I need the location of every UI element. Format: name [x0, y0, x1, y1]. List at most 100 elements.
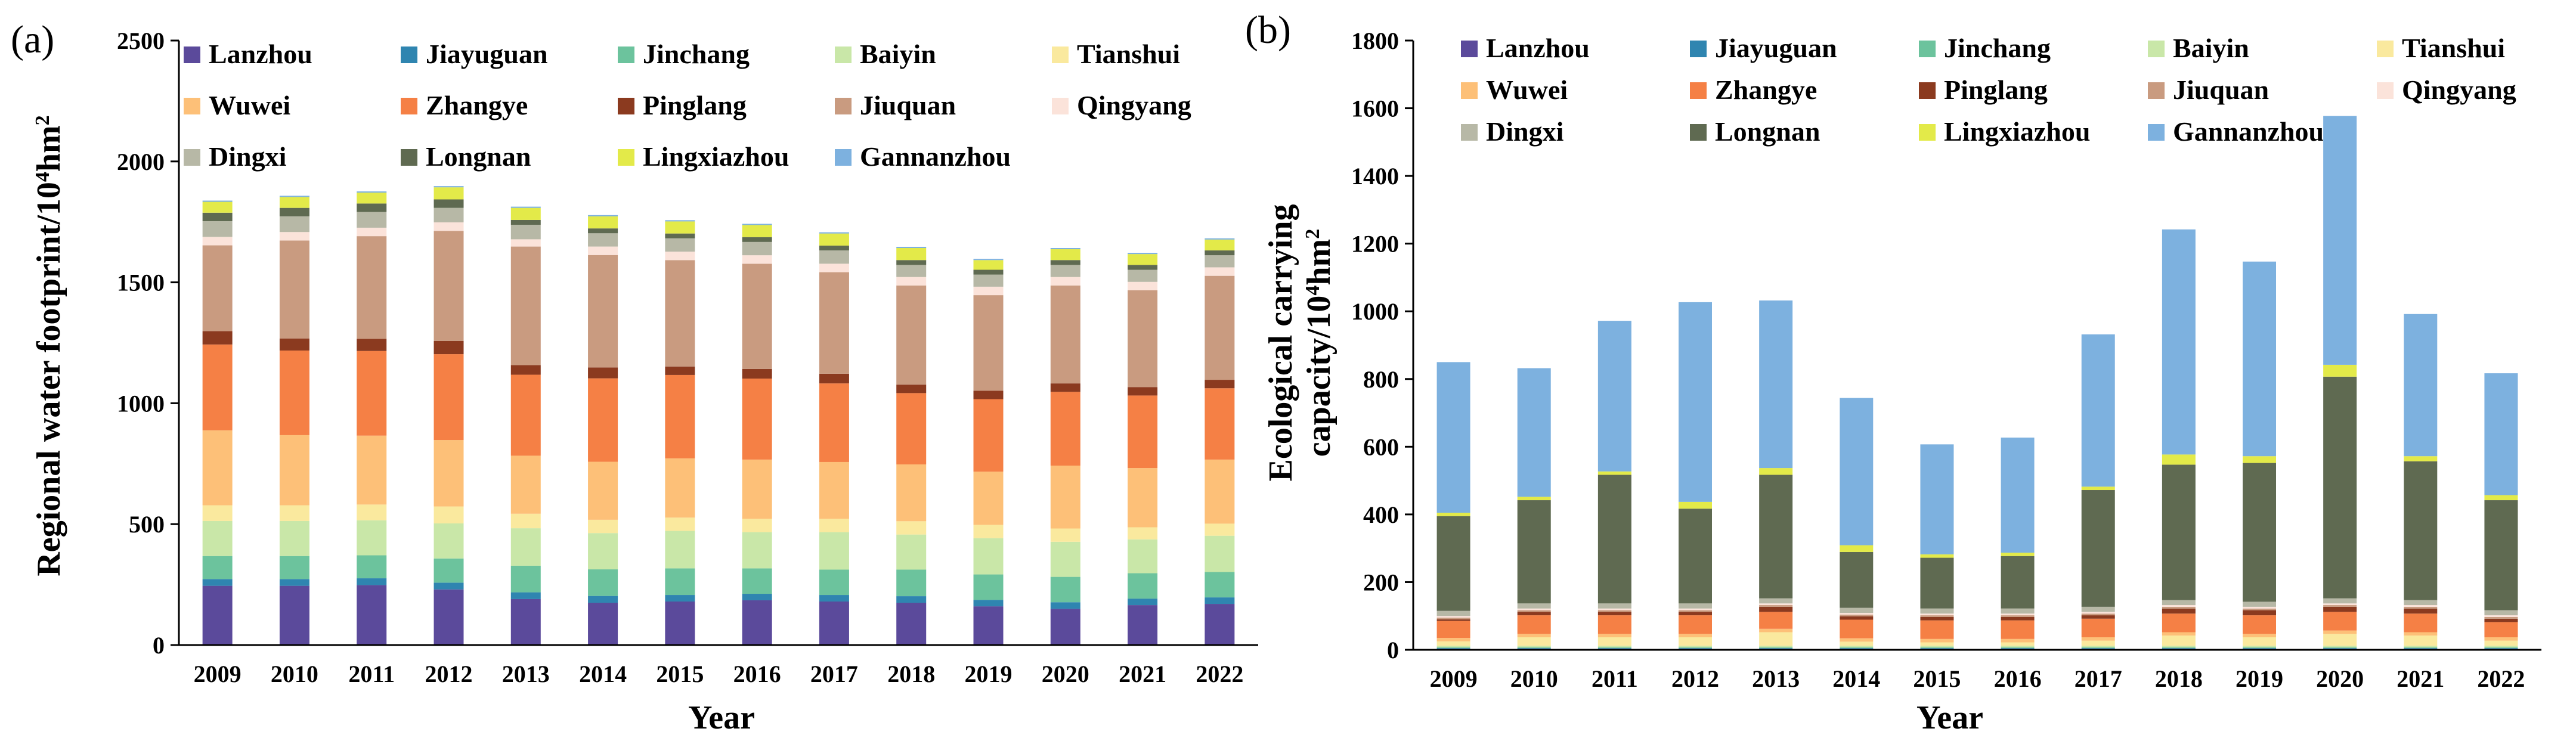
bar-segment-baiyin-2012 — [434, 523, 464, 559]
bar-segment-gannanzhou-2019 — [2243, 261, 2276, 457]
bar-segment-qingyang-2016 — [2001, 613, 2035, 616]
bar-segment-wuwei-2013 — [510, 455, 541, 514]
bar-segment-dingxi-2010 — [279, 216, 309, 232]
bar-segment-pinglang-2021 — [2404, 608, 2438, 614]
bar-segment-baiyin-2014 — [588, 533, 618, 570]
bar-segment-lanzhou-2022 — [1205, 604, 1235, 645]
bar-segment-jiayuguan-2018 — [896, 596, 927, 603]
bar-segment-dingxi-2022 — [1205, 255, 1235, 268]
bar-segment-dingxi-2020 — [1050, 265, 1080, 277]
bar-segment-qingyang-2010 — [279, 232, 309, 241]
bar-segment-jinchang-2021 — [2404, 647, 2438, 649]
x-tick-label-b: 2013 — [1752, 665, 1800, 692]
bar-segment-dingxi-2011 — [357, 212, 387, 228]
y-tick-label-a: 0 — [153, 632, 165, 659]
bar-segment-tianshui-2019 — [2243, 637, 2276, 646]
y-tick-label-b: 1800 — [1351, 27, 1399, 54]
bar-segment-jiayuguan-2016 — [2001, 648, 2035, 649]
legend-swatch-zhangye — [1690, 82, 1707, 99]
bar-segment-baiyin-2010 — [279, 520, 309, 556]
legend-swatch-tianshui — [2377, 41, 2394, 57]
x-tick-label-b: 2022 — [2477, 665, 2525, 692]
bar-segment-baiyin-2022 — [2484, 646, 2518, 648]
bar-segment-baiyin-2017 — [819, 532, 849, 570]
bar-segment-qingyang-2019 — [973, 286, 1004, 296]
legend-label-tianshui: Tianshui — [1077, 39, 1180, 69]
bar-segment-baiyin-2016 — [742, 532, 772, 569]
bar-segment-dingxi-2012 — [1679, 603, 1712, 609]
bar-segment-lingxiazhou-2021 — [2404, 456, 2438, 461]
bar-segment-lingxiazhou-2020 — [1050, 249, 1080, 261]
bar-segment-gannanzhou-2022 — [2484, 373, 2518, 495]
bar-segment-tianshui-2017 — [819, 519, 849, 532]
legend-label-jiayuguan: Jiayuguan — [1715, 33, 1837, 63]
bar-segment-jiuquan-2017 — [819, 272, 849, 374]
bar-segment-tianshui-2018 — [2162, 636, 2196, 646]
bar-segment-wuwei-2010 — [1517, 634, 1551, 637]
bar-segment-gannanzhou-2020 — [2323, 116, 2357, 365]
y-axis-title-main: Regional water footprint/104hm2 — [30, 115, 67, 576]
bar-segment-lingxiazhou-2015 — [665, 221, 695, 234]
y-tick-label-b: 1000 — [1351, 298, 1399, 325]
bar-segment-zhangye-2009 — [202, 344, 233, 430]
bar-segment-jinchang-2014 — [588, 569, 618, 596]
bar-segment-tianshui-2019 — [973, 525, 1004, 538]
bar-segment-gannanzhou-2016 — [2001, 438, 2035, 553]
bar-segment-qingyang-2015 — [665, 252, 695, 261]
bar-segment-wuwei-2015 — [1920, 638, 1954, 643]
bar-segment-wuwei-2019 — [973, 472, 1004, 525]
bar-segment-zhangye-2019 — [973, 399, 1004, 472]
bar-segment-zhangye-2012 — [434, 354, 464, 441]
bar-segment-pinglang-2020 — [2323, 606, 2357, 612]
bar-segment-jinchang-2018 — [2162, 647, 2196, 649]
bar-segment-jiayuguan-2017 — [819, 595, 849, 602]
bar-segment-longnan-2009 — [202, 212, 233, 221]
bar-segment-jiayuguan-2012 — [1679, 648, 1712, 649]
bar-segment-jiayuguan-2022 — [2484, 648, 2518, 649]
legend-swatch-jiuquan — [2148, 82, 2165, 99]
bar-segment-gannanzhou-2022 — [1205, 238, 1235, 240]
bars-b — [1436, 116, 2518, 650]
bar-segment-lingxiazhou-2016 — [742, 225, 772, 237]
bar-segment-jinchang-2009 — [202, 556, 233, 579]
legend-label-zhangye: Zhangye — [426, 90, 528, 120]
legend-swatch-longnan — [1690, 124, 1707, 141]
bar-segment-qingyang-2010 — [1517, 608, 1551, 610]
bar-segment-lingxiazhou-2013 — [510, 207, 541, 220]
y-axis-title-b: Ecological carrying capacity/104hm2 — [1262, 204, 1337, 481]
legend-swatch-qingyang — [2377, 82, 2394, 99]
x-axis-title-a: Year — [688, 699, 755, 736]
bar-segment-jiuquan-2017 — [2081, 613, 2115, 616]
bar-segment-jiayuguan-2011 — [1597, 648, 1631, 649]
bar-segment-tianshui-2013 — [1759, 632, 1793, 646]
bar-segment-jiuquan-2013 — [1759, 605, 1793, 607]
bar-segment-lingxiazhou-2022 — [1205, 239, 1235, 251]
bar-segment-jiuquan-2011 — [357, 236, 387, 339]
bar-segment-zhangye-2014 — [1840, 619, 1874, 638]
legend-label-qingyang: Qingyang — [2402, 75, 2516, 105]
legend-swatch-jiuquan — [835, 98, 852, 114]
bar-segment-jiayuguan-2016 — [742, 594, 772, 600]
bar-segment-lanzhou-2020 — [1050, 609, 1080, 645]
bar-segment-longnan-2015 — [1920, 557, 1954, 609]
bar-segment-pinglang-2021 — [1128, 387, 1158, 396]
bar-segment-zhangye-2021 — [2404, 613, 2438, 633]
bar-segment-gannanzhou-2010 — [1517, 368, 1551, 497]
bar-segment-longnan-2010 — [279, 207, 309, 216]
legend-swatch-wuwei — [184, 98, 200, 114]
bar-segment-jinchang-2011 — [357, 555, 387, 579]
bar-segment-qingyang-2020 — [1050, 277, 1080, 286]
x-tick-label-a: 2009 — [194, 661, 242, 687]
bar-segment-baiyin-2021 — [1128, 539, 1158, 574]
bar-segment-jiuquan-2016 — [742, 264, 772, 369]
bar-segment-longnan-2017 — [819, 245, 849, 251]
legend-swatch-lanzhou — [184, 46, 200, 63]
bar-segment-lingxiazhou-2020 — [2323, 364, 2357, 377]
bar-segment-gannanzhou-2016 — [742, 224, 772, 225]
bar-segment-jiayuguan-2013 — [1759, 648, 1793, 649]
legend-label-dingxi: Dingxi — [1486, 116, 1564, 147]
bar-segment-wuwei-2010 — [279, 435, 309, 506]
bar-segment-tianshui-2022 — [1205, 523, 1235, 536]
bar-segment-jiayuguan-2019 — [2243, 648, 2276, 649]
bar-segment-baiyin-2015 — [1920, 646, 1954, 648]
